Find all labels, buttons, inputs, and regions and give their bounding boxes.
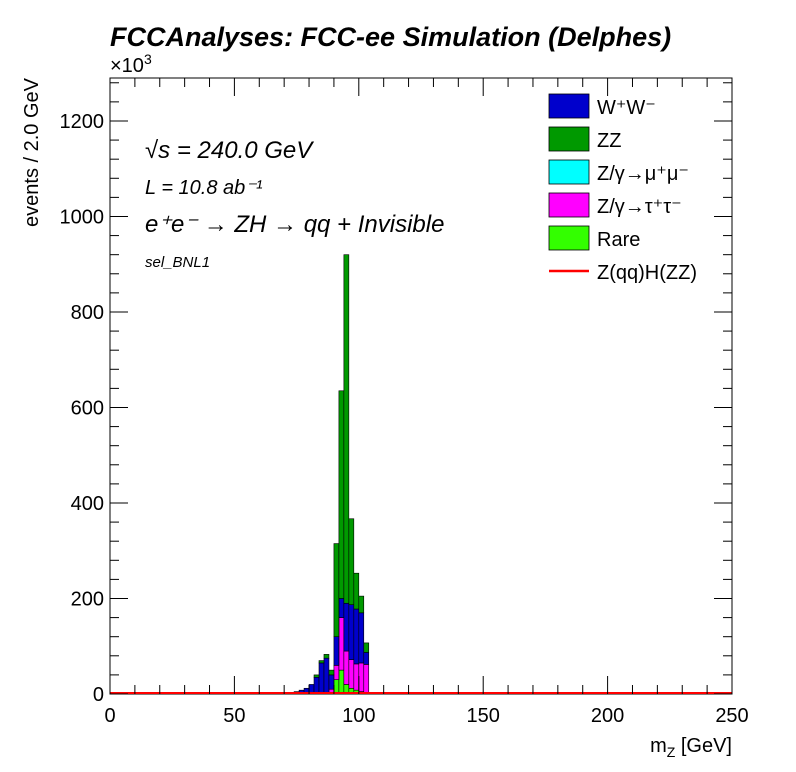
legend-label: Rare xyxy=(597,229,640,251)
histogram-bar xyxy=(333,543,340,637)
legend: W⁺W⁻ ZZ Z/γ→μ⁺μ⁻ Z/γ→τ⁺τ⁻ Rare Z(qq)H(ZZ) xyxy=(548,93,697,284)
histogram-bar xyxy=(333,636,340,666)
y-tick-label: 0 xyxy=(93,684,104,706)
y-multiplier: ×103 xyxy=(110,51,152,77)
histogram-bar xyxy=(323,657,330,695)
y-tick-label: 1000 xyxy=(60,206,105,228)
histogram-bar xyxy=(313,674,320,678)
histogram-bar xyxy=(318,660,325,664)
lumi-annotation: L = 10.8 ab⁻¹ xyxy=(145,177,263,199)
legend-label: Z/γ→τ⁺τ⁻ xyxy=(597,196,682,218)
histogram-bar xyxy=(323,654,330,659)
histogram-bar xyxy=(358,595,365,614)
chart-title: FCCAnalyses: FCC-ee Simulation (Delphes) xyxy=(110,22,671,52)
histogram-bar xyxy=(343,254,350,604)
histogram-bar xyxy=(333,679,340,695)
legend-swatch xyxy=(548,126,590,152)
histogram-bar xyxy=(353,663,360,691)
y-axis-label: events / 2.0 GeV xyxy=(21,77,43,227)
y-tick-label: 1200 xyxy=(60,111,105,133)
histogram-bar xyxy=(313,676,320,695)
histogram-bar xyxy=(358,612,365,664)
x-tick-label: 150 xyxy=(467,705,500,727)
legend-swatch xyxy=(548,225,590,251)
histogram-bar xyxy=(353,608,360,665)
process-annotation: e⁺e⁻ → ZH → qq + Invisible xyxy=(145,211,444,238)
legend-label: Z/γ→μ⁺μ⁻ xyxy=(597,163,689,185)
histogram-bar xyxy=(338,390,345,599)
legend-swatch xyxy=(548,192,590,218)
histogram-bar xyxy=(358,662,365,692)
x-tick-label: 200 xyxy=(591,705,624,727)
series-z- xyxy=(328,617,370,694)
y-tick-label: 800 xyxy=(71,302,104,324)
x-tick-label: 100 xyxy=(342,705,375,727)
legend-swatch xyxy=(548,93,590,119)
histogram-bar xyxy=(363,642,370,653)
y-tick-label: 600 xyxy=(71,397,104,419)
legend-swatch xyxy=(548,159,590,185)
x-tick-label: 250 xyxy=(715,705,748,727)
series-zz xyxy=(313,254,370,678)
histogram-bar xyxy=(348,518,355,606)
histogram-bar xyxy=(353,572,360,610)
histogram-bar xyxy=(328,674,335,690)
histogram-bar xyxy=(348,659,355,689)
x-axis-label: mZ [GeV] xyxy=(650,735,732,760)
x-tick-label: 0 xyxy=(104,705,115,727)
histogram-bar xyxy=(338,598,345,618)
y-tick-label: 200 xyxy=(71,588,104,610)
histogram-bar xyxy=(343,650,350,685)
histogram-bar xyxy=(343,602,350,652)
sqrt-s-annotation: √s = 240.0 GeV xyxy=(145,137,314,164)
legend-label: ZZ xyxy=(597,130,621,152)
legend-label: Z(qq)H(ZZ) xyxy=(597,262,697,284)
histogram-bar xyxy=(348,604,355,660)
histogram-bar xyxy=(318,662,325,695)
histogram-bar xyxy=(338,669,345,695)
histogram-bar xyxy=(338,617,345,671)
histogram-bar xyxy=(328,669,335,676)
histogram-bar xyxy=(363,652,370,665)
selection-annotation: sel_BNL1 xyxy=(145,254,210,271)
x-tick-label: 50 xyxy=(223,705,245,727)
y-tick-label: 400 xyxy=(71,493,104,515)
legend-label: W⁺W⁻ xyxy=(597,97,656,119)
histogram-bar xyxy=(363,664,370,694)
histogram-stack xyxy=(110,254,732,695)
histogram-bar xyxy=(333,665,340,680)
